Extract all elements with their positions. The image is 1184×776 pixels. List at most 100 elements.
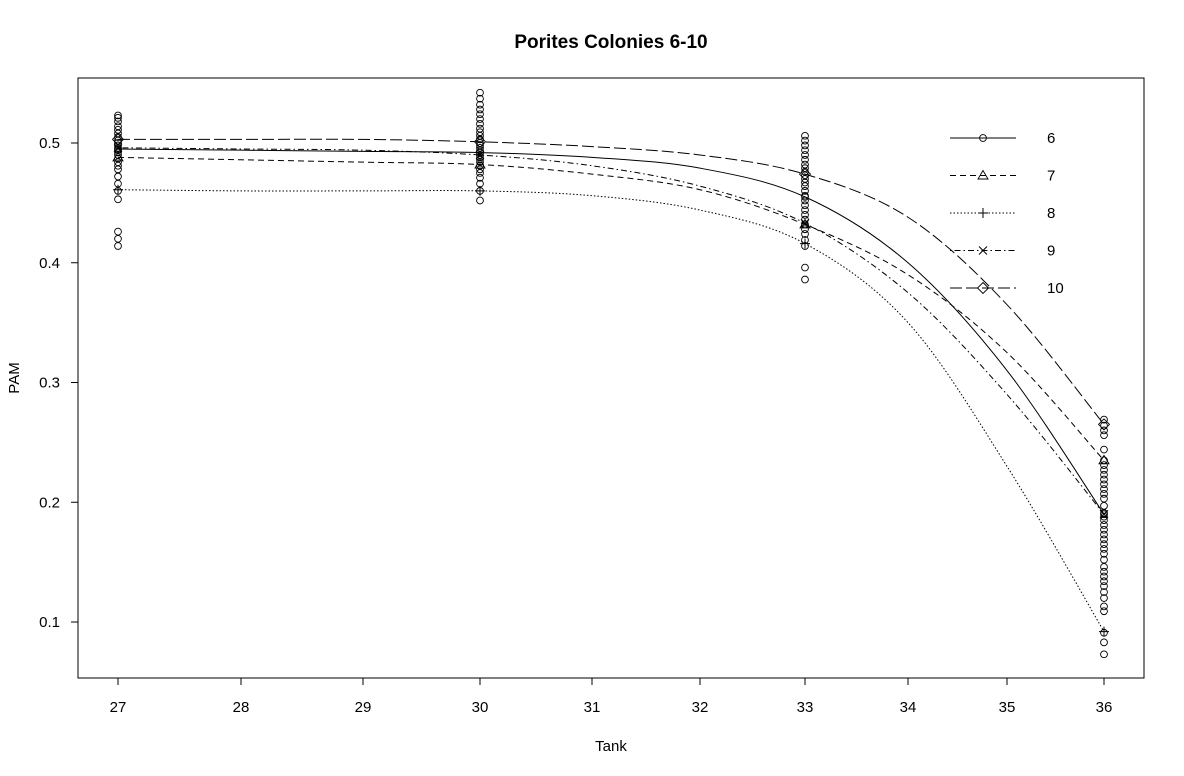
x-tick-label: 33 [797,699,814,716]
scatter-point [801,230,809,238]
series-line-6 [117,148,1105,515]
series-lines [111,133,1111,637]
scatter-point [476,196,484,205]
scatter-point [476,88,484,97]
scatter-point [1100,494,1108,503]
scatter-point [1100,549,1108,558]
x-tick-label: 34 [900,699,917,716]
scatter-point [801,160,809,169]
x-tick-label: 31 [584,699,601,716]
y-tick-label: 0.1 [39,614,60,631]
scatter-point [801,211,809,219]
scatter-point [1100,650,1108,659]
y-tick-label: 0.5 [39,135,60,152]
scatter-point [476,119,484,128]
scatter-point [1100,588,1108,596]
x-axis: 27 28 29 30 31 32 33 34 35 36 [110,677,1113,716]
series-marker-8 [800,238,810,249]
scatter-point [1100,572,1108,581]
legend-label: 8 [1047,205,1055,222]
scatter-point [1100,461,1108,469]
legend-label: 6 [1047,130,1055,147]
scatter-point [1100,421,1108,430]
series-marker-10 [798,167,812,181]
scatter-point [801,136,809,145]
series-marker-6 [1100,510,1108,519]
x-axis-label: Tank [595,738,627,755]
chart-title: Porites Colonies 6-10 [514,32,707,53]
scatter-point [114,242,122,250]
scatter-point [1100,475,1108,484]
series-marker-7 [474,158,486,169]
scatter-point [476,94,484,103]
legend-label: 10 [1047,280,1064,297]
scatter-point [1100,480,1108,489]
scatter-point [1100,485,1108,493]
series-marker-7 [1098,454,1110,465]
scatter-point [114,114,122,122]
legend-marker-9 [978,246,988,255]
x-tick-label: 36 [1096,699,1113,716]
scatter-point [1100,521,1108,529]
scatter-point [114,141,122,150]
scatter-point [114,227,122,236]
x-tick-label: 30 [472,699,489,716]
series-marker-6 [801,193,809,201]
series-marker-8 [113,184,123,195]
legend-label: 7 [1047,168,1055,185]
y-tick-label: 0.2 [39,494,60,511]
scatter-point [1100,638,1108,647]
x-tick-label: 32 [692,699,709,716]
series-marker-9 [1099,509,1109,519]
scatter-point [476,110,484,119]
scatter-point [476,105,484,114]
series-line-8 [117,189,1105,632]
scatter-point [1100,530,1108,539]
series-marker-10 [1097,418,1111,431]
series-marker-9 [113,143,123,153]
legend-marker-6 [979,134,987,142]
legend-marker-10 [976,281,990,295]
scatter-point [1100,490,1108,498]
y-axis-label: PAM [6,362,23,393]
series-marker-8 [1099,626,1109,637]
scatter-point [476,173,484,182]
scatter-point [1100,535,1108,544]
series-marker-8 [475,185,485,196]
scatter-points [114,88,1108,659]
y-tick-label: 0.4 [39,255,60,272]
y-axis: 0.1 0.2 0.3 0.4 0.5 [39,135,79,631]
scatter-point [1100,466,1108,474]
scatter-point [801,187,809,195]
scatter-point [1100,470,1108,479]
scatter-point [801,164,809,172]
scatter-point [1100,445,1108,454]
series-marker-10 [111,133,125,146]
scatter-point [1100,540,1108,549]
series-marker-10 [473,135,487,148]
scatter-point [114,117,122,126]
scatter-point [476,143,484,152]
x-tick-label: 27 [110,699,127,716]
series-line-10 [117,138,1105,425]
scatter-point [476,115,484,123]
scatter-point [1100,501,1108,510]
scatter-point [114,172,122,181]
scatter-point [476,128,484,137]
scatter-point [476,124,484,133]
scatter-point [1100,512,1108,521]
scatter-point [1100,426,1108,435]
plot-frame [77,77,1145,679]
y-tick-label: 0.3 [39,375,60,392]
scatter-point [1100,545,1108,553]
x-tick-label: 29 [355,699,372,716]
series-marker-9 [800,218,810,228]
scatter-point [1100,567,1108,576]
legend-marker-8 [978,208,988,218]
x-tick-label: 35 [999,699,1016,716]
scatter-point [1100,431,1108,440]
scatter-point [1100,607,1108,616]
scatter-point [1100,555,1108,564]
scatter-point [801,155,809,164]
